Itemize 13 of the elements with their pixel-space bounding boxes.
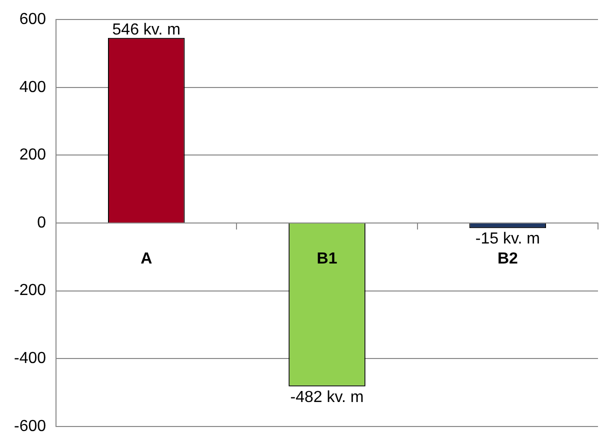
x-tick-label: B2 [497,250,518,268]
y-tick-label: -600 [14,418,46,435]
data-label: 546 kv. m [112,21,180,38]
data-label: -482 kv. m [290,388,364,406]
data-label: -15 kv. m [475,230,540,248]
y-tick-label: 200 [19,146,46,164]
y-tick-label: -400 [14,350,46,368]
y-tick-label: 0 [37,214,46,232]
y-tick-label: 400 [19,78,46,96]
y-tick-label: -200 [14,282,46,300]
x-tick-label: A [140,250,153,268]
x-tick-label: B1 [316,250,338,268]
y-tick-label: 600 [19,11,46,28]
